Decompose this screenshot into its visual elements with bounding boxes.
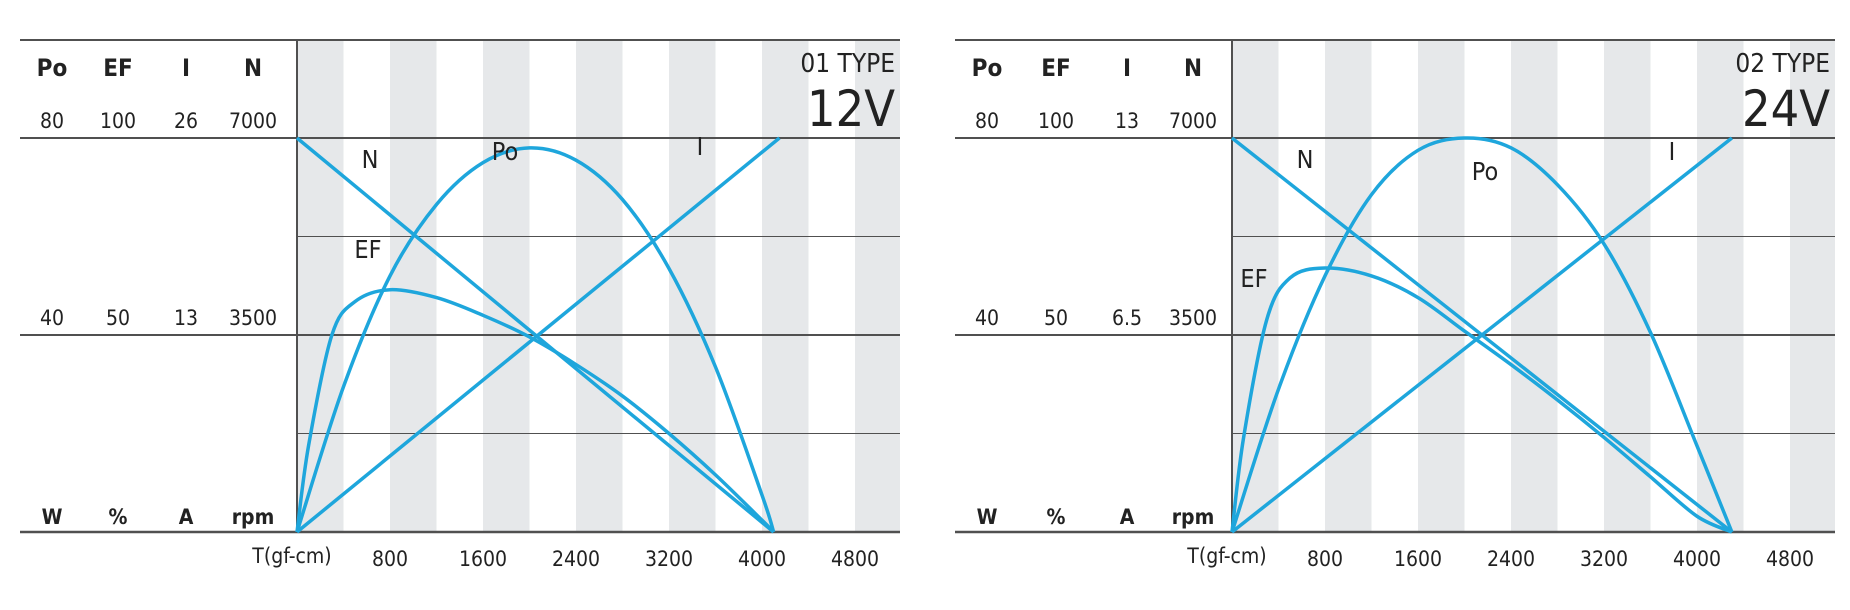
x-tick-label: 4800 [1766, 547, 1814, 571]
x-tick-label: 1600 [459, 547, 507, 571]
scale-mid-label: 6.5 [1112, 306, 1142, 330]
grid-stripe [669, 40, 716, 532]
scale-max-label: 100 [1038, 109, 1074, 133]
grid-stripe [483, 40, 530, 532]
series-label-i: I [1669, 137, 1676, 166]
x-tick-label: 1600 [1394, 547, 1442, 571]
scale-max-label: 26 [174, 109, 198, 133]
chart-title: 01 TYPE [800, 49, 895, 79]
series-line-n [295, 136, 775, 534]
unit-label: A [1120, 505, 1135, 529]
series-label-po: Po [492, 137, 518, 166]
chart-voltage: 24V [1742, 80, 1830, 138]
grid-stripe [1790, 40, 1835, 532]
x-tick-label: 2400 [1487, 547, 1535, 571]
unit-label: W [42, 505, 63, 529]
grid-stripe [1325, 40, 1372, 532]
unit-label: rpm [1172, 505, 1215, 529]
scale-max-label: 13 [1115, 109, 1139, 133]
unit-label: % [109, 505, 128, 529]
series-label-po: Po [1472, 157, 1498, 186]
grid-stripe [855, 40, 900, 532]
series-label-n: N [1297, 145, 1314, 174]
series-line-i [295, 136, 781, 534]
series-line-po [1230, 136, 1734, 533]
x-tick-label: 800 [1307, 547, 1343, 571]
unit-label: % [1047, 505, 1066, 529]
series-line-ef [295, 287, 775, 534]
grid-stripe [1511, 40, 1558, 532]
series-label-i: I [697, 132, 704, 161]
x-tick-label: 3200 [1580, 547, 1628, 571]
scale-mid-label: 3500 [229, 306, 277, 330]
column-header-ef: EF [103, 54, 133, 82]
unit-label: W [977, 505, 998, 529]
x-tick-label: 3200 [645, 547, 693, 571]
x-tick-label: 4800 [831, 547, 879, 571]
scale-mid-label: 3500 [1169, 306, 1217, 330]
scale-max-label: 80 [975, 109, 999, 133]
grid-stripe [1418, 40, 1465, 532]
column-header-po: Po [972, 54, 1003, 82]
scale-mid-label: 50 [1044, 306, 1068, 330]
column-header-n: N [1184, 54, 1202, 82]
scale-max-label: 100 [100, 109, 136, 133]
series-line-po [295, 146, 776, 533]
chart-voltage: 12V [807, 80, 895, 138]
scale-mid-label: 50 [106, 306, 130, 330]
column-header-n: N [244, 54, 262, 82]
series-label-ef: EF [354, 235, 381, 264]
scale-mid-label: 40 [40, 306, 64, 330]
scale-max-label: 7000 [229, 109, 277, 133]
chart-title: 02 TYPE [1735, 49, 1830, 79]
x-tick-label: 4000 [1673, 547, 1721, 571]
grid-stripe [1232, 40, 1279, 532]
unit-label: A [179, 505, 194, 529]
grid-stripe [762, 40, 809, 532]
x-tick-label: 2400 [552, 547, 600, 571]
series-label-ef: EF [1240, 264, 1267, 293]
column-header-i: I [182, 54, 190, 82]
column-header-ef: EF [1041, 54, 1071, 82]
x-tick-label: 800 [372, 547, 408, 571]
scale-max-label: 7000 [1169, 109, 1217, 133]
x-tick-label: 4000 [738, 547, 786, 571]
unit-label: rpm [232, 505, 275, 529]
scale-mid-label: 40 [975, 306, 999, 330]
column-header-i: I [1123, 54, 1131, 82]
grid-stripe [1697, 40, 1744, 532]
series-line-ef [1230, 266, 1733, 534]
series-label-n: N [362, 145, 379, 174]
grid-stripe [390, 40, 437, 532]
grid-stripe [297, 40, 344, 532]
scale-max-label: 80 [40, 109, 64, 133]
series-line-i [1230, 136, 1733, 534]
column-header-po: Po [37, 54, 68, 82]
x-axis-label: T(gf-cm) [251, 544, 331, 568]
scale-mid-label: 13 [174, 306, 198, 330]
x-axis-label: T(gf-cm) [1186, 544, 1266, 568]
